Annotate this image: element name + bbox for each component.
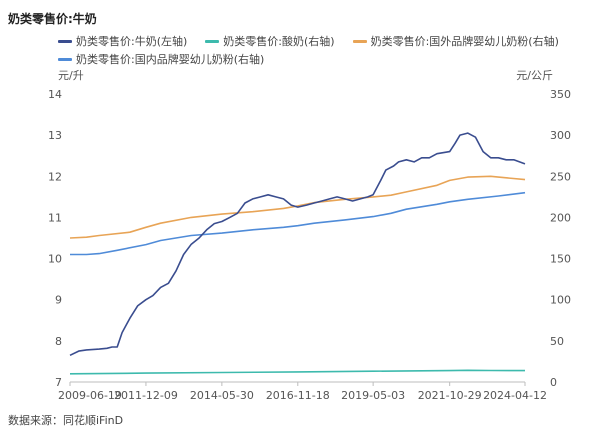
left-y-tick-label: 10 — [48, 253, 62, 266]
legend-swatch-domestic-formula — [58, 57, 72, 61]
legend-item-yogurt[interactable]: 奶类零售价:酸奶(右轴) — [205, 33, 335, 49]
chart-legend: 奶类零售价:牛奶(左轴) 奶类零售价:酸奶(右轴) 奶类零售价:国外品牌婴幼儿奶… — [58, 32, 598, 68]
x-tick-label: 2011-12-09 — [114, 389, 178, 402]
x-tick-label: 2021-10-29 — [418, 389, 482, 402]
series-line-milk — [69, 132, 526, 357]
right-y-tick-label: 150 — [550, 253, 571, 266]
legend-label-domestic-formula: 奶类零售价:国内品牌婴幼儿奶粉(右轴) — [76, 53, 265, 66]
series-line-foreign-formula — [69, 175, 526, 239]
right-y-tick-label: 350 — [550, 88, 571, 101]
legend-swatch-foreign-formula — [352, 39, 367, 43]
x-tick-label: 2019-05-03 — [341, 389, 405, 402]
legend-swatch-yogurt — [205, 39, 220, 43]
left-axis-unit: 元/升 — [58, 69, 84, 82]
legend-item-foreign-formula[interactable]: 奶类零售价:国外品牌婴幼儿奶粉(右轴) — [352, 33, 559, 49]
right-y-tick-label: 0 — [550, 376, 557, 389]
series-line-domestic-formula — [70, 191, 526, 256]
right-y-tick-label: 100 — [550, 294, 571, 307]
left-y-tick-label: 8 — [55, 335, 62, 348]
left-y-tick-label: 14 — [48, 88, 62, 101]
legend-swatch-milk — [58, 39, 72, 43]
x-tick-label: 2016-11-18 — [266, 389, 330, 402]
right-y-tick-label: 300 — [550, 129, 571, 142]
left-y-tick-label: 12 — [48, 170, 62, 183]
chart-title: 奶类零售价:牛奶 — [8, 12, 97, 26]
legend-label-yogurt: 奶类零售价:酸奶(右轴) — [223, 35, 335, 48]
data-source-note: 数据来源：同花顺iFinD — [8, 414, 124, 427]
legend-label-milk: 奶类零售价:牛奶(左轴) — [76, 35, 188, 48]
left-y-tick-label: 9 — [55, 294, 62, 307]
series-line-yogurt — [69, 369, 526, 375]
x-tick-label: 2014-05-30 — [190, 389, 254, 402]
right-y-tick-label: 200 — [550, 211, 571, 224]
legend-item-milk[interactable]: 奶类零售价:牛奶(左轴) — [58, 33, 187, 49]
right-y-tick-label: 250 — [550, 170, 571, 183]
x-tick-label: 2024-04-12 — [483, 389, 547, 402]
left-y-tick-label: 11 — [48, 211, 62, 224]
right-axis-unit: 元/公斤 — [516, 69, 553, 82]
legend-item-domestic-formula[interactable]: 奶类零售价:国内品牌婴幼儿奶粉(右轴) — [58, 51, 264, 67]
left-y-tick-label: 13 — [48, 129, 62, 142]
left-y-tick-label: 7 — [55, 376, 62, 389]
right-y-tick-label: 50 — [550, 335, 564, 348]
legend-label-foreign-formula: 奶类零售价:国外品牌婴幼儿奶粉(右轴) — [370, 35, 559, 48]
x-tick-label: 2009-06-19 — [58, 389, 122, 402]
